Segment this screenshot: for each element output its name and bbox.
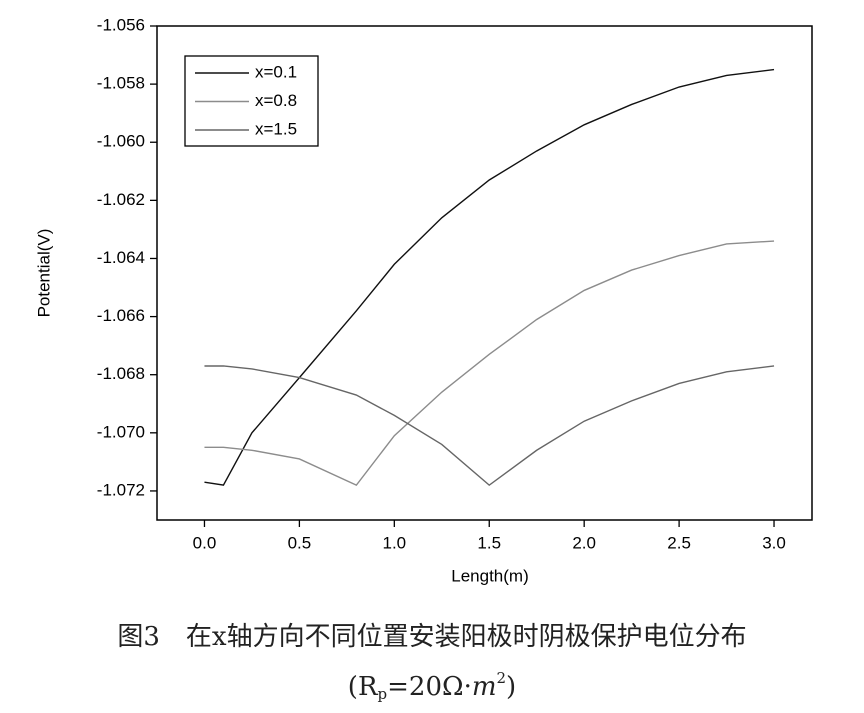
y-tick-label: -1.072 xyxy=(97,480,145,499)
caption-part: (R xyxy=(348,672,379,702)
y-tick-label: -1.060 xyxy=(97,132,145,151)
y-tick-label: -1.070 xyxy=(97,422,145,441)
x-tick-label: 3.0 xyxy=(762,533,786,552)
legend-label: x=0.1 xyxy=(255,62,297,81)
y-tick-label: -1.056 xyxy=(97,15,145,34)
caption-part: ) xyxy=(506,672,516,702)
x-tick-label: 1.0 xyxy=(382,533,406,552)
plot-frame xyxy=(156,25,813,521)
x-tick-label: 2.5 xyxy=(667,533,691,552)
y-tick-label: -1.068 xyxy=(97,364,145,383)
x-tick-label: 1.5 xyxy=(477,533,501,552)
series-line xyxy=(204,68,775,486)
caption-part: =20Ω· xyxy=(387,672,472,702)
caption-part: m xyxy=(472,672,497,702)
x-axis-title: Length(m) xyxy=(451,566,528,585)
y-axis-title: Potential(V) xyxy=(34,229,53,318)
legend-label: x=0.8 xyxy=(255,91,297,110)
y-tick-label: -1.062 xyxy=(97,190,145,209)
y-tick-label: -1.066 xyxy=(97,306,145,325)
caption-formula: (Rp=20Ω·m2) xyxy=(348,669,516,703)
y-tick-label: -1.064 xyxy=(97,248,145,267)
series-line xyxy=(204,365,775,487)
legend-label: x=1.5 xyxy=(255,119,297,138)
x-tick-label: 0.5 xyxy=(288,533,312,552)
x-tick-label: 2.0 xyxy=(572,533,596,552)
caption-part: 2 xyxy=(497,669,507,687)
y-tick-label: -1.058 xyxy=(97,74,145,93)
series-line xyxy=(204,240,775,486)
caption-part: p xyxy=(378,685,388,703)
caption: 图3 在x轴方向不同位置安装阳极时阴极保护电位分布 xyxy=(117,622,746,652)
x-tick-label: 0.0 xyxy=(193,533,217,552)
